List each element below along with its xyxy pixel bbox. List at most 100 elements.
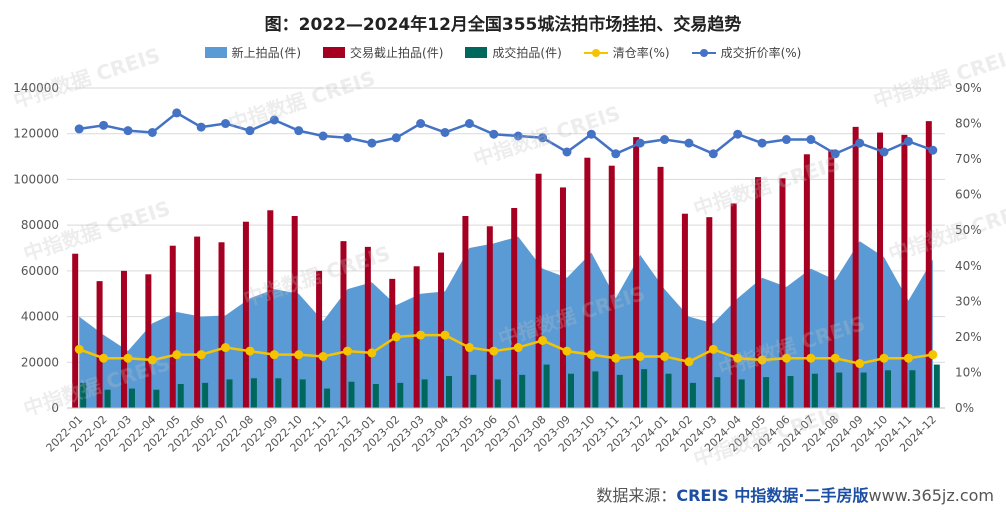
point-discount <box>416 119 426 129</box>
legend-item-clearance: 清仓率(%) <box>583 44 670 61</box>
bar-deal-deadline <box>755 177 762 408</box>
point-discount <box>879 147 889 157</box>
y-right-tick-label: 90% <box>955 81 982 95</box>
point-clearance <box>440 330 450 340</box>
point-clearance <box>611 353 621 363</box>
y-left-tick-label: 0 <box>51 401 59 415</box>
point-discount <box>513 131 523 141</box>
bar-deal-deadline <box>218 242 225 408</box>
point-clearance <box>147 355 157 365</box>
y-left-tick-label: 20000 <box>21 355 59 369</box>
source-label: 数据来源： <box>596 486 677 505</box>
point-clearance <box>318 351 328 361</box>
legend-swatch-deals <box>465 47 488 58</box>
y-right-tick-label: 40% <box>955 259 982 273</box>
bar-deal-deadline <box>852 126 859 408</box>
bar-deal-deadline <box>389 278 396 408</box>
point-discount <box>294 126 304 136</box>
point-clearance <box>172 350 182 360</box>
point-clearance <box>830 353 840 363</box>
bar-deals <box>543 364 550 408</box>
bar-deal-deadline <box>730 203 737 408</box>
y-right-tick-label: 80% <box>955 117 982 131</box>
point-clearance <box>562 346 572 356</box>
point-clearance <box>196 350 206 360</box>
bar-deal-deadline <box>803 154 810 408</box>
bar-deal-deadline <box>96 281 103 408</box>
bar-deal-deadline <box>340 241 347 408</box>
point-discount <box>635 138 645 148</box>
bar-deal-deadline <box>462 216 469 408</box>
bar-deal-deadline <box>316 270 323 408</box>
point-discount <box>586 129 596 139</box>
legend: 新上拍品(件) 交易截止拍品(件) 成交拍品(件) 清仓率(%) 成交折价率(%… <box>0 44 1006 61</box>
bar-deal-deadline <box>169 245 176 408</box>
point-clearance <box>367 348 377 358</box>
point-discount <box>684 138 694 148</box>
point-discount <box>342 133 352 143</box>
bar-deals <box>811 373 818 408</box>
point-clearance <box>757 355 767 365</box>
bar-deals <box>714 377 721 408</box>
bar-deal-deadline <box>877 132 884 409</box>
point-discount <box>830 149 840 159</box>
point-discount <box>99 120 109 130</box>
bar-deals <box>421 379 428 408</box>
bar-deal-deadline <box>72 253 79 408</box>
point-discount <box>172 108 182 118</box>
bar-deal-deadline <box>608 165 615 408</box>
bar-deals <box>738 379 745 408</box>
point-discount <box>562 147 572 157</box>
point-clearance <box>123 353 133 363</box>
bar-deal-deadline <box>779 178 786 408</box>
point-clearance <box>416 330 426 340</box>
site-url: www.365jz.com <box>868 486 994 505</box>
point-clearance <box>294 350 304 360</box>
bar-deal-deadline <box>438 252 445 408</box>
point-discount <box>367 138 377 148</box>
point-discount <box>147 127 157 137</box>
point-discount <box>855 138 865 148</box>
point-clearance <box>708 344 718 354</box>
point-clearance <box>99 353 109 363</box>
bar-deal-deadline <box>120 270 127 408</box>
bar-deal-deadline <box>486 226 493 408</box>
point-clearance <box>538 335 548 345</box>
point-clearance <box>903 353 913 363</box>
point-discount <box>538 133 548 143</box>
bar-deals <box>860 372 867 408</box>
y-left-tick-label: 40000 <box>21 310 59 324</box>
point-discount <box>781 135 791 145</box>
legend-label-new-listed: 新上拍品(件) <box>231 46 302 60</box>
point-clearance <box>635 351 645 361</box>
bar-deals <box>519 374 526 408</box>
bar-deals <box>177 384 184 408</box>
chart-title: 图：2022—2024年12月全国355城法拍市场挂拍、交易趋势 <box>264 15 742 35</box>
y-right-tick-label: 0% <box>955 401 974 415</box>
legend-item-discount: 成交折价率(%) <box>691 44 801 61</box>
point-discount <box>733 129 743 139</box>
legend-label-deal-deadline: 交易截止拍品(件) <box>350 46 444 60</box>
point-discount <box>464 119 474 129</box>
bar-deal-deadline <box>511 208 518 408</box>
point-clearance <box>269 350 279 360</box>
y-right-tick-label: 20% <box>955 330 982 344</box>
bar-deal-deadline <box>535 173 542 408</box>
point-discount <box>757 138 767 148</box>
source-note: 数据来源：CREIS 中指数据·二手房版www.365jz.com <box>596 482 994 506</box>
bar-deals <box>689 382 696 408</box>
bar-deals <box>933 364 940 408</box>
bar-deal-deadline <box>828 149 835 408</box>
bar-deals <box>641 369 648 408</box>
bar-deals <box>275 378 282 408</box>
bar-deal-deadline <box>559 187 566 408</box>
point-clearance <box>221 343 231 353</box>
bar-deals <box>665 373 672 408</box>
y-right-tick-label: 50% <box>955 223 982 237</box>
bar-deals <box>250 378 257 408</box>
bar-deals <box>397 382 404 408</box>
bar-deal-deadline <box>657 166 664 408</box>
bar-deals <box>348 381 355 408</box>
legend-swatch-clearance <box>583 48 608 58</box>
